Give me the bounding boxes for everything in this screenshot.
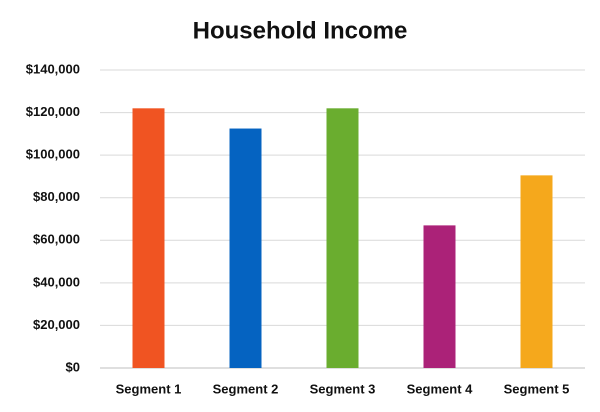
x-tick-label: Segment 2 — [213, 381, 279, 396]
bar — [229, 128, 262, 368]
y-tick-label: $40,000 — [33, 274, 80, 289]
bar — [423, 225, 456, 368]
y-tick-label: $0 — [66, 359, 80, 374]
y-tick-label: $140,000 — [26, 61, 80, 76]
bar — [326, 108, 359, 369]
bar — [520, 175, 553, 368]
y-tick-label: $60,000 — [33, 232, 80, 247]
y-tick-label: $20,000 — [33, 317, 80, 332]
y-tick-label: $120,000 — [26, 104, 80, 119]
bar — [132, 108, 165, 369]
x-tick-label: Segment 1 — [116, 381, 182, 396]
x-tick-label: Segment 3 — [310, 381, 376, 396]
y-tick-label: $80,000 — [33, 189, 80, 204]
chart-title: Household Income — [193, 17, 408, 44]
y-tick-label: $100,000 — [26, 147, 80, 162]
x-tick-label: Segment 5 — [504, 381, 570, 396]
x-tick-label: Segment 4 — [407, 381, 474, 396]
